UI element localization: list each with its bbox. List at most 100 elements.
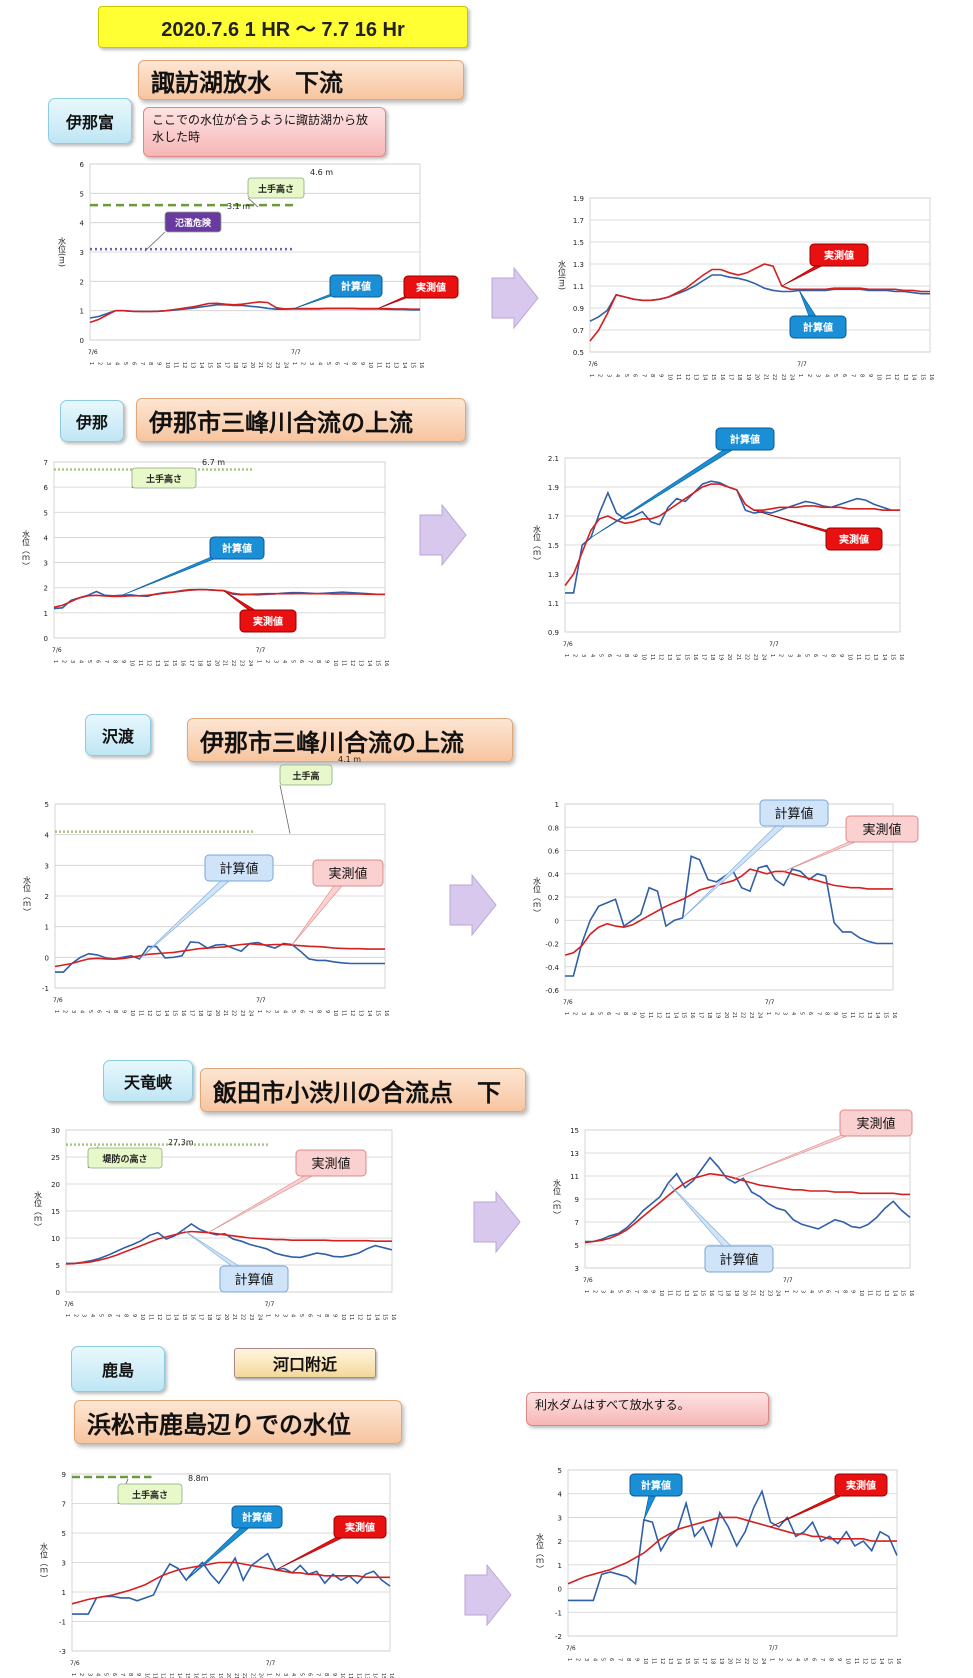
chart-2-right-ytick: 1.7 <box>548 513 559 521</box>
chart-5-left-xtick: 4 <box>94 1673 100 1676</box>
chart-1-right-xtick: 4 <box>614 374 620 377</box>
chart-5-left-xtick: 22 <box>241 1673 247 1678</box>
chart-2-right-xtick: 16 <box>898 654 904 660</box>
chart-2-left-xtick: 22 <box>230 660 236 666</box>
chart-2-right-xtick: 13 <box>666 654 672 660</box>
chart-4-right-xtick: 8 <box>641 1290 647 1293</box>
chart-5-right-xtick: 1 <box>566 1658 572 1661</box>
chart-3-left-xtick: 23 <box>239 1010 245 1016</box>
chart-2-left-xtick: 18 <box>196 660 202 666</box>
chart-4-right-date-label: 7/6 <box>583 1277 593 1284</box>
chart-2-left-xtick: 6 <box>94 660 100 663</box>
chart-1-left-ytick: 1 <box>80 308 84 316</box>
chart-3-left-ytick: 5 <box>45 801 49 809</box>
chart-4-right-xtick: 4 <box>608 1290 614 1293</box>
section-title-3: 伊那市三峰川合流の上流 <box>187 718 513 762</box>
chart-2-left-callout-actual-box <box>239 609 297 633</box>
chart-2-left-xtick: 10 <box>332 660 338 666</box>
chart-3-right-ytick: -0.4 <box>545 964 559 972</box>
chart-2-left-xtick: 3 <box>273 660 279 663</box>
chart-5-left-ytick: 5 <box>62 1530 66 1538</box>
chart-1-right-date-label: 7/6 <box>588 361 598 368</box>
chart-4-left-xtick: 20 <box>223 1314 229 1320</box>
chart-2-left-ylabel: 水位（ｍ） <box>22 529 31 570</box>
chart-3-left-xtick: 4 <box>78 1010 84 1013</box>
chart-3-left-xtick: 24 <box>248 1010 254 1016</box>
chart-4-left-ylabel: 水位（ｍ） <box>34 1190 43 1231</box>
section-title-1: 諏訪湖放水 下流 <box>138 60 464 100</box>
chart-2-right-xtick: 2 <box>778 654 784 657</box>
chart-4-left-xtick: 12 <box>357 1314 363 1320</box>
arrow-2 <box>419 503 467 567</box>
chart-3-right-xtick: 11 <box>849 1012 855 1018</box>
chart-3-left-series-actual <box>54 942 385 968</box>
chart-5-right-xtick: 21 <box>735 1658 741 1664</box>
chart-3-right-xtick: 4 <box>588 1012 594 1015</box>
chart-1-left-xtick: 21 <box>257 362 263 368</box>
chart-5-left-xtick: 18 <box>209 1673 215 1678</box>
chart-5-right-series-calc <box>568 1489 898 1602</box>
chart-4-left-callout-calc-box <box>219 1265 289 1293</box>
chart-4-left-xtick: 3 <box>81 1314 87 1317</box>
chart-5-left-xtick: 2 <box>274 1673 280 1676</box>
chart-2-left-xtick: 6 <box>298 660 304 663</box>
chart-4-left-xtick: 14 <box>173 1314 179 1320</box>
chart-2-right-ytick: 1.5 <box>548 542 559 550</box>
chart-3-right-xtick: 16 <box>689 1012 695 1018</box>
chart-3-left-xtick: 14 <box>163 1010 169 1016</box>
chart-1-right-ytick: 1.1 <box>573 283 584 291</box>
chart-2-right-xtick: 7 <box>821 654 827 657</box>
chart-3-left-xtick: 14 <box>366 1010 372 1016</box>
chart-4-right-ytick: 9 <box>575 1196 579 1204</box>
chart-5-right-xtick: 2 <box>574 1658 580 1661</box>
chart-2-left-xtick: 12 <box>145 660 151 666</box>
chart-3-right-xtick: 20 <box>723 1012 729 1018</box>
chart-3-right-xtick: 23 <box>748 1012 754 1018</box>
chart-3-right-xtick: 5 <box>597 1012 603 1015</box>
chart-1-left-xtick: 5 <box>122 362 128 365</box>
chart-2-left-xtick: 2 <box>264 660 270 663</box>
chart-4-right-xtick: 7 <box>833 1290 839 1293</box>
chart-5-left-xtick: 9 <box>135 1673 141 1676</box>
chart-1-left-xtick: 18 <box>232 362 238 368</box>
chart-5-left-level-label-box <box>117 1483 183 1505</box>
chart-3-right-ytick: 0.4 <box>548 871 560 879</box>
chart-4-right-xtick: 16 <box>908 1290 914 1296</box>
chart-4-left-xtick: 18 <box>206 1314 212 1320</box>
period-banner: 2020.7.6 1 HR ～ 7.7 16 Hr <box>98 6 468 48</box>
chart-5-left-xtick: 13 <box>168 1673 174 1678</box>
chart-1-right-xtick: 12 <box>684 374 690 380</box>
chart-4-right-xtick: 10 <box>858 1290 864 1296</box>
chart-4-right-xtick: 14 <box>891 1290 897 1296</box>
chart-2-left-xtick: 13 <box>358 660 364 666</box>
chart-2-left-xtick: 10 <box>128 660 134 666</box>
chart-2-right-xtick: 10 <box>640 654 646 660</box>
chart-1-left-ytick: 0 <box>80 337 84 345</box>
chart-5-left-xtick: 9 <box>331 1673 337 1676</box>
chart-2-right-xtick: 8 <box>623 654 629 657</box>
chart-4-left-xtick: 9 <box>131 1314 137 1317</box>
chart-1-left-callout-calc: 計算値 <box>341 280 371 293</box>
chart-5-left-xtick: 16 <box>388 1673 394 1678</box>
chart-1-right-ytick: 1.5 <box>573 239 584 247</box>
chart-1-right-xtick: 2 <box>597 374 603 377</box>
chart-5-right-xtick: 6 <box>811 1658 817 1661</box>
chart-5-right-plot-area <box>567 1469 898 1637</box>
chart-3-left-xtick: 6 <box>95 1010 101 1013</box>
chart-2-right-xtick: 4 <box>589 654 595 657</box>
chart-2-right-date-label: 7/7 <box>769 641 779 648</box>
chart-5-right-date-label: 7/7 <box>768 1645 778 1652</box>
chart-4-left-level-value: 27.3m <box>168 1138 194 1147</box>
arrow-5-shape <box>464 1563 512 1627</box>
chart-1-right-xtick: 12 <box>893 374 899 380</box>
chart-4-right-xtick: 15 <box>900 1290 906 1296</box>
chart-1-left-level-pointer <box>247 197 259 208</box>
chart-3-right-xtick: 22 <box>740 1012 746 1018</box>
chart-5-right-xtick: 3 <box>583 1658 589 1661</box>
chart-5-left-xtick: 19 <box>217 1673 223 1678</box>
chart-2-right-xtick: 16 <box>692 654 698 660</box>
chart-4-right-xtick: 14 <box>691 1290 697 1296</box>
chart-4-left-xtick: 24 <box>256 1314 262 1320</box>
chart-5-left-xtick: 2 <box>78 1673 84 1676</box>
chart-5-right-xtick: 19 <box>718 1658 724 1664</box>
